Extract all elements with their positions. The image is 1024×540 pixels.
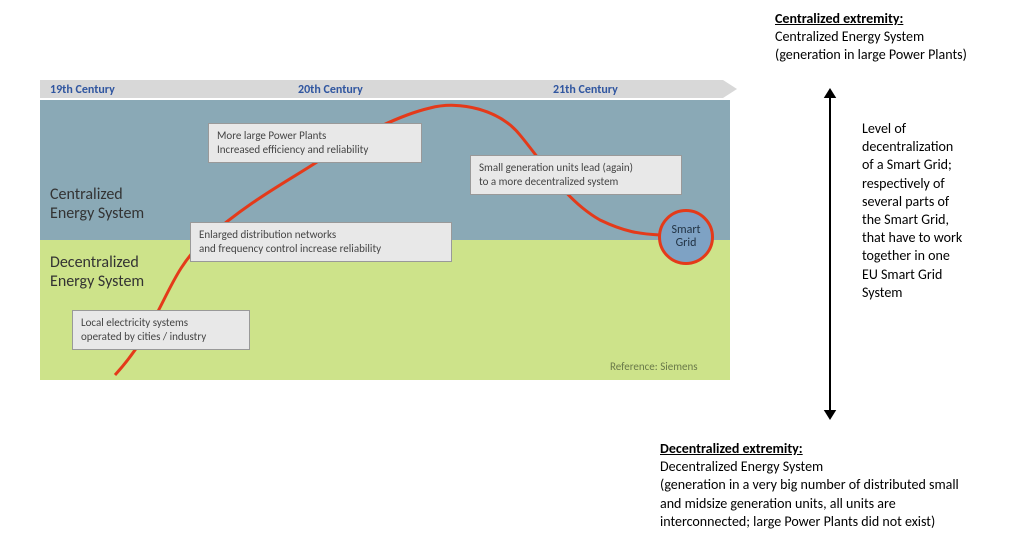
decentralization-arrow-head-top <box>824 88 837 98</box>
side-decentralized-body: Decentralized Energy System(generation i… <box>660 458 1020 531</box>
decentralization-arrow-head-bot <box>824 410 837 420</box>
side-decentralized-block: Decentralized extremity: Decentralized E… <box>660 440 1020 531</box>
side-decentralized-title: Decentralized extremity: <box>660 440 1020 458</box>
